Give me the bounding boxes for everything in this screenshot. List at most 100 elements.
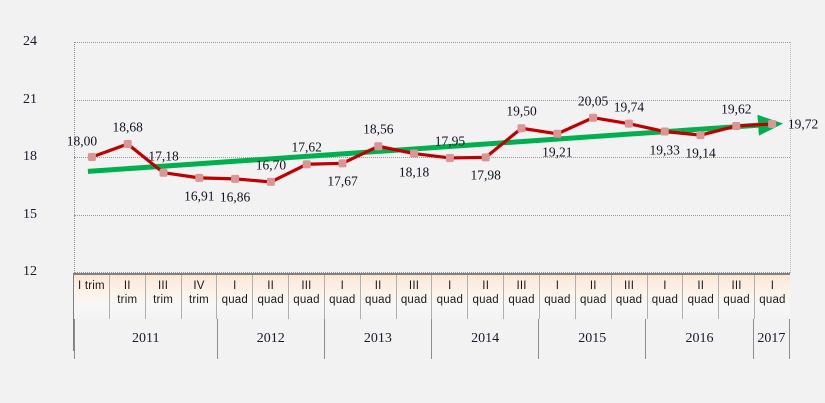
x-axis-category-label-line2: quad — [544, 294, 571, 306]
x-axis-category-label-line2: quad — [257, 294, 284, 306]
x-axis-year-label: 2016 — [685, 331, 714, 346]
x-axis-category-label-line2: quad — [472, 294, 499, 306]
x-axis-category-label-line2: quad — [723, 294, 750, 306]
x-axis-category-label: I trim — [78, 280, 105, 292]
x-axis-category-cell: III trim — [145, 275, 182, 319]
data-label: 19,74 — [613, 98, 645, 114]
x-axis-year-cell: 2012 — [216, 319, 324, 359]
x-axis-category-label-line1: III — [731, 280, 742, 292]
data-label: 18,56 — [363, 121, 394, 137]
data-label: 17,67 — [327, 173, 358, 189]
x-axis-category-label-line1: III — [301, 280, 312, 292]
x-axis-category-label-line2: quad — [615, 294, 643, 306]
x-axis-year-cell: 2014 — [431, 319, 538, 359]
x-axis-year-cell: 2011 — [74, 319, 217, 359]
y-tick-label-15: 15 — [23, 206, 37, 222]
y-tick-label-12: 12 — [23, 264, 37, 279]
x-axis-category-cell: II trim — [109, 275, 146, 319]
data-label: 16,86 — [219, 189, 251, 205]
x-axis-category-label-line1: II — [589, 280, 597, 292]
x-axis-year-cell: 2015 — [538, 319, 645, 359]
data-label: 19,50 — [506, 103, 537, 119]
gridline-21 — [74, 99, 790, 101]
x-axis-category-cell: II quad — [253, 275, 290, 319]
x-axis-category-label-line2: quad — [759, 294, 786, 306]
gridline-24 — [74, 42, 790, 43]
x-axis-category-label-line1: I — [555, 280, 560, 292]
data-label: 19,21 — [542, 144, 573, 160]
x-axis-category-label-line2: quad — [651, 294, 679, 306]
x-axis-category-label-line1: III — [516, 280, 527, 292]
x-axis-category-label-line2: quad — [580, 294, 607, 306]
x-axis-category-cell: II quad — [360, 275, 397, 319]
x-axis-year-label: 2012 — [256, 331, 285, 346]
x-axis-category-cell: III quad — [719, 275, 756, 319]
x-axis-category-label-line2: quad — [508, 294, 535, 306]
x-axis-category-label-line1: I — [340, 280, 345, 292]
data-label: 20,05 — [577, 92, 609, 108]
x-axis-category-label-line1: II — [374, 280, 382, 292]
x-axis-category-cell: II quad — [575, 275, 612, 319]
x-axis-category-label-line2: trim — [117, 294, 138, 306]
x-axis-category-label-line1: III — [623, 280, 635, 292]
data-label: 17,95 — [434, 133, 466, 149]
data-label: 17,62 — [291, 139, 322, 155]
x-axis-category-label-line1: III — [408, 280, 420, 292]
y-tick-label-18: 18 — [23, 149, 37, 164]
x-axis-category-label-line1: II — [123, 280, 131, 292]
data-label: 17,98 — [470, 167, 501, 183]
x-axis-category-label-line2: quad — [400, 294, 428, 306]
x-axis-year-label: 2017 — [757, 331, 786, 346]
data-label: 18,18 — [398, 163, 430, 179]
x-axis-category-cell: II quad — [683, 275, 720, 319]
x-axis-category-cell: IV trim — [181, 275, 218, 319]
x-axis-category-label-line1: I — [663, 280, 667, 292]
plot-area — [74, 42, 790, 273]
x-axis-year-cell: 2017 — [752, 319, 791, 359]
y-tick-label-24: 24 — [23, 34, 37, 49]
x-axis-category-label-line1: I — [448, 280, 452, 292]
x-axis-category-label-line2: quad — [293, 294, 320, 306]
x-axis-category-cell: III quad — [504, 275, 540, 319]
x-axis-category-cell: I trim — [74, 275, 110, 319]
x-axis-year-label: 2015 — [578, 331, 607, 346]
x-axis-category-cell: III quad — [611, 275, 648, 319]
x-axis-category-label-line1: III — [158, 280, 169, 292]
x-axis-category-label-line2: quad — [436, 294, 464, 306]
x-axis-category-label-line1: II — [482, 280, 490, 292]
x-axis-category-cell: II quad — [468, 275, 505, 319]
plot-right-border — [790, 42, 791, 273]
x-axis-category-label-line1: I — [233, 280, 237, 292]
x-axis-category-label-line1: II — [267, 280, 275, 292]
x-axis-category-cell: III quad — [396, 275, 433, 319]
data-label: 19,62 — [721, 101, 752, 117]
data-label: 18,00 — [66, 133, 98, 149]
data-label: 19,14 — [685, 145, 716, 161]
gridline-12 — [74, 272, 790, 273]
x-axis-category-label-line2: quad — [329, 294, 356, 306]
x-axis-category-cell: III quad — [289, 275, 325, 319]
x-axis-year-label: 2013 — [363, 331, 392, 346]
x-axis-year-cell: 2013 — [323, 319, 431, 359]
data-label: 16,91 — [184, 188, 215, 204]
x-axis-category-label-line1: I — [770, 280, 775, 292]
data-label: 18,68 — [112, 119, 143, 135]
x-axis-year-label: 2014 — [471, 331, 500, 346]
data-label: 19,33 — [649, 141, 680, 157]
data-label: 17,18 — [148, 147, 179, 163]
x-axis-category-label-line2: trim — [188, 294, 209, 306]
x-axis-category-label-line1: IV — [193, 280, 205, 292]
y-axis-line — [74, 42, 75, 273]
x-axis-year-cell: 2016 — [645, 319, 752, 359]
gridline-18 — [74, 157, 790, 158]
x-axis-year-band: 2011 2012 2013 2014 2015 2016 2017 — [74, 319, 791, 359]
x-axis-category-label-line1: II — [697, 280, 705, 292]
